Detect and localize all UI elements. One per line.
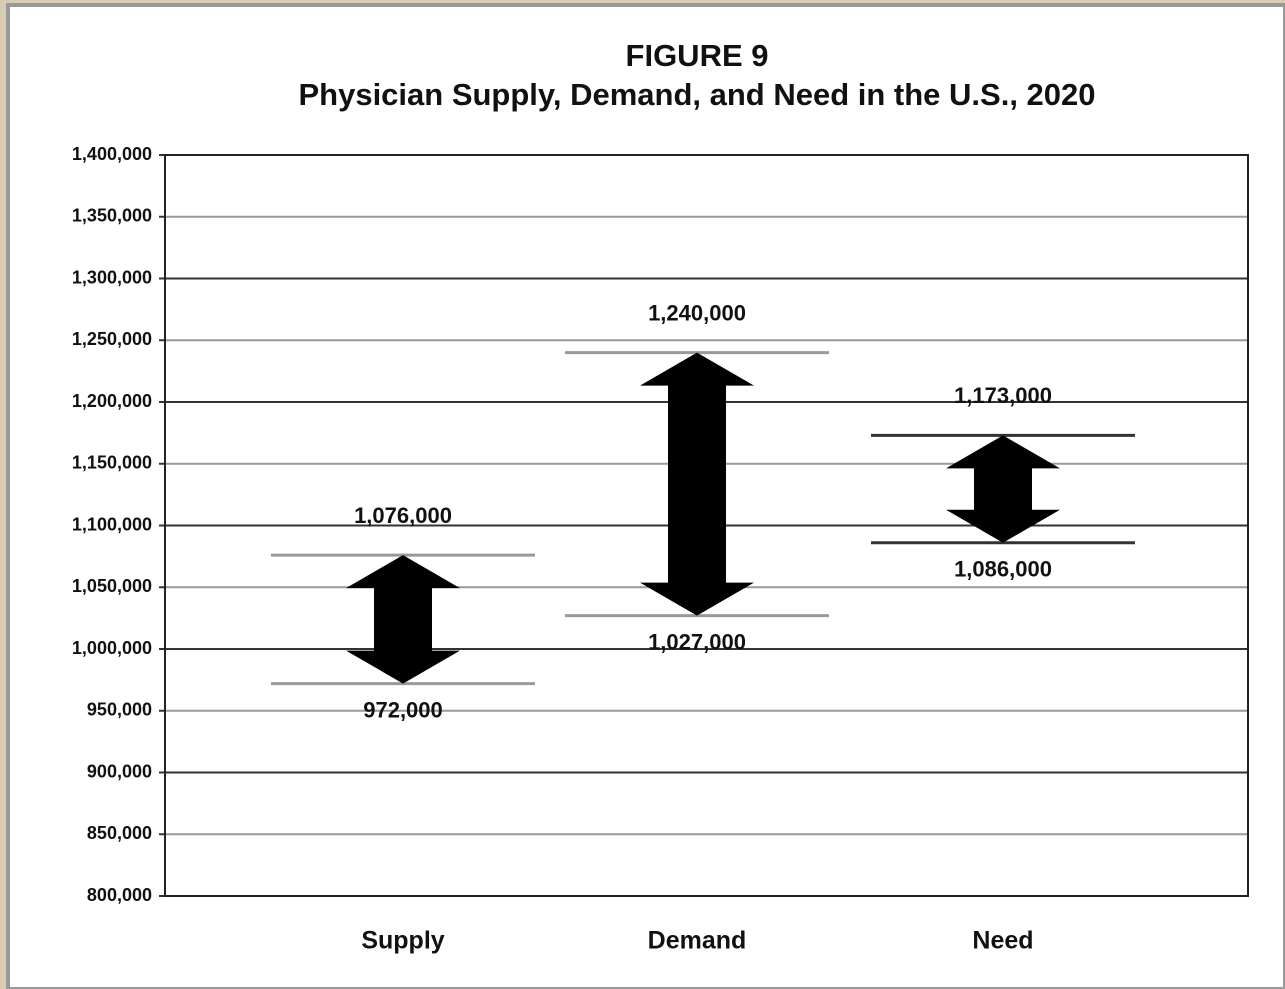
x-tick-label: Need: [972, 927, 1033, 955]
low-label: 1,027,000: [648, 629, 746, 654]
range-arrow: [946, 435, 1060, 543]
high-label: 1,240,000: [648, 300, 746, 325]
plot-border: [164, 154, 1249, 897]
high-label: 1,173,000: [954, 383, 1052, 408]
x-tick-label: Supply: [361, 927, 444, 955]
y-tick-label: 1,200,000: [72, 391, 152, 411]
frame: [6, 3, 1285, 989]
y-tick-label: 1,300,000: [72, 267, 152, 287]
y-tick-label: 950,000: [87, 700, 152, 720]
y-tick-label: 1,000,000: [72, 638, 152, 658]
y-tick-label: 1,100,000: [72, 514, 152, 534]
high-label: 1,076,000: [354, 503, 452, 528]
range-arrow: [346, 555, 460, 684]
chart-subtitle: Physician Supply, Demand, and Need in th…: [298, 77, 1095, 112]
y-tick-label: 1,050,000: [72, 576, 152, 596]
low-label: 1,086,000: [954, 557, 1052, 582]
range-arrow: [640, 352, 754, 616]
y-tick-label: 1,400,000: [72, 144, 152, 164]
y-tick-label: 1,150,000: [72, 453, 152, 473]
y-tick-label: 1,350,000: [72, 206, 152, 226]
chart-title: FIGURE 9: [626, 38, 769, 73]
low-label: 972,000: [363, 697, 443, 722]
y-tick-label: 900,000: [87, 761, 152, 781]
y-tick-label: 800,000: [87, 885, 152, 905]
y-tick-label: 1,250,000: [72, 329, 152, 349]
y-tick-label: 850,000: [87, 823, 152, 843]
x-tick-label: Demand: [648, 927, 747, 955]
